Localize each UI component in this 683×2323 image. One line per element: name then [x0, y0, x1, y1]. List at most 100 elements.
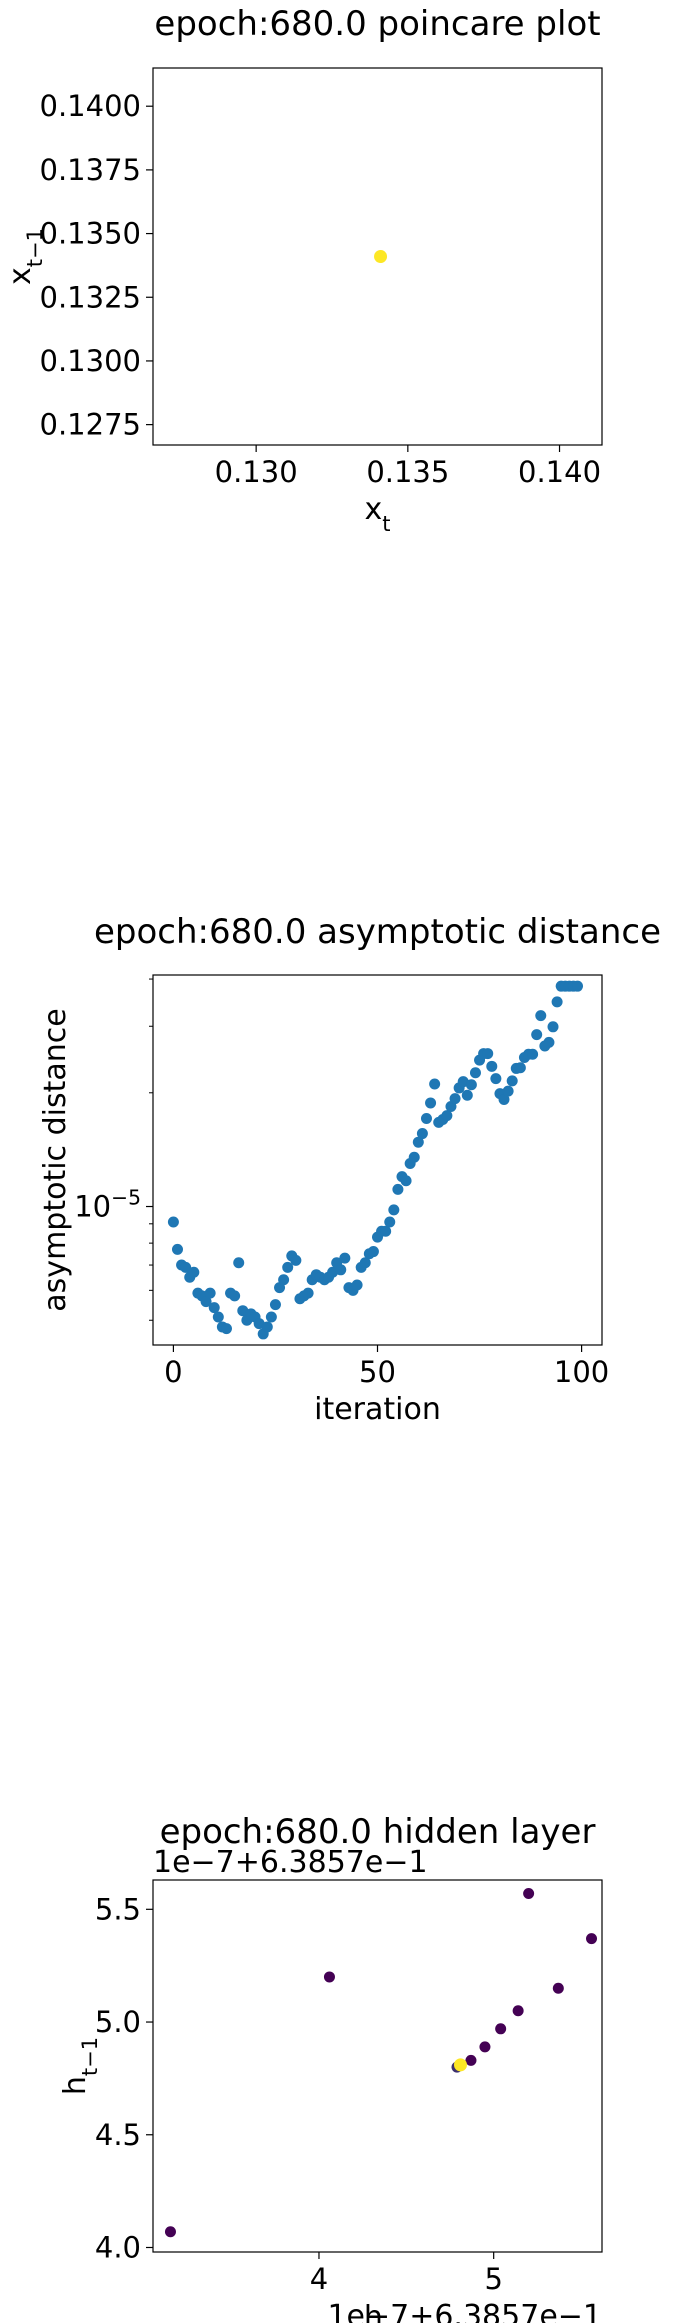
chart-1: epoch:680.0 poincare plot 0.130 0.135 0.140…: [3, 4, 603, 536]
x-axis-label: iteration: [314, 1392, 441, 1427]
data-point: [167, 1216, 179, 1228]
data-point: [265, 1311, 277, 1323]
data-point: [498, 1093, 510, 1105]
data-point: [465, 2054, 477, 2066]
data-point: [278, 1274, 290, 1286]
y-tick-label: 4.0: [95, 2230, 141, 2264]
y-tick-label: 10−5: [74, 1186, 141, 1224]
data-point: [335, 1264, 347, 1276]
data-point: [233, 1257, 245, 1269]
data-point: [204, 1287, 216, 1299]
data-point: [469, 1067, 481, 1079]
y-tick-label: 0.1300: [40, 344, 141, 378]
data-point: [412, 1136, 424, 1148]
data-point: [502, 1085, 514, 1097]
data-point: [408, 1151, 420, 1163]
y-tick-label: 0.1400: [40, 89, 141, 123]
plot-frame: [152, 1879, 603, 2253]
y-tick-label: 0.1350: [40, 217, 141, 251]
y-axis-label: xt−1: [3, 228, 47, 285]
data-point: [552, 1982, 564, 1994]
data-point: [229, 1290, 241, 1302]
y-tick-label: 5.5: [95, 1892, 141, 1926]
data-point: [479, 2041, 491, 2053]
data-point: [416, 1128, 428, 1140]
x-tick-label: 0.140: [518, 455, 601, 489]
data-point: [535, 1010, 547, 1022]
y-axis-label: ht−1: [58, 2037, 102, 2095]
x-tick-label: 5: [484, 2262, 502, 2296]
data-point: [512, 2005, 524, 2017]
data-point: [374, 250, 388, 263]
y-tick-label: 0.1275: [40, 408, 141, 442]
data-point: [551, 996, 563, 1008]
data-point: [351, 1279, 363, 1291]
plot-frame: [152, 67, 603, 446]
data-point: [261, 1321, 273, 1333]
y-axis-label: asymptotic distance: [38, 1008, 73, 1311]
data-point: [523, 1888, 535, 1900]
data-point: [586, 1933, 598, 1945]
y-tick-label: 5.0: [95, 2005, 141, 2039]
data-point: [212, 1311, 224, 1323]
data-point: [171, 1243, 183, 1255]
data-point: [302, 1287, 314, 1299]
data-point: [208, 1302, 220, 1314]
data-point: [180, 1261, 192, 1273]
data-point: [392, 1183, 404, 1195]
data-point: [188, 1266, 200, 1278]
data-point: [514, 1062, 526, 1074]
x-offset-text: 1e−7+6.3857e−1: [327, 2299, 602, 2323]
data-point: [547, 1021, 559, 1033]
data-point: [269, 1299, 281, 1311]
data-point: [367, 1246, 379, 1258]
data-point: [420, 1112, 432, 1124]
data-point: [465, 1079, 477, 1091]
x-tick-label: 4: [310, 2262, 328, 2296]
data-point: [531, 1029, 543, 1041]
data-point: [449, 1093, 461, 1105]
data-point: [384, 1216, 396, 1228]
x-tick-label: 0.130: [215, 455, 298, 489]
data-point: [441, 1110, 453, 1122]
data-point: [429, 1078, 441, 1090]
data-point: [164, 2226, 176, 2238]
x-axis-label: ht: [364, 2300, 391, 2323]
data-point: [495, 2023, 507, 2035]
data-point: [543, 1036, 555, 1048]
data-point: [200, 1296, 212, 1308]
x-tick-label: 50: [359, 1355, 396, 1389]
data-point: [380, 1225, 392, 1237]
data-point: [220, 1323, 232, 1335]
chart-2: epoch:680.0 asymptotic distance 0 50 100 10−…: [38, 912, 661, 1427]
data-point: [461, 1089, 473, 1101]
y-offset-text: 1e−7+6.3857e−1: [153, 1845, 428, 1880]
data-point: [388, 1204, 400, 1216]
data-point: [490, 1073, 502, 1085]
chart-3: epoch:680.0 hidden layer 4 5 4.0 4.5 5.0 5.5 ht…: [58, 1812, 603, 2323]
chart-title: epoch:680.0 poincare plot: [154, 4, 600, 44]
y-tick-label: 0.1375: [40, 153, 141, 187]
x-tick-label: 100: [554, 1355, 609, 1389]
data-point: [453, 2058, 467, 2072]
y-tick-label: 4.5: [95, 2118, 141, 2152]
x-tick-label: 0.135: [366, 455, 449, 489]
y-tick-label: 0.1325: [40, 280, 141, 314]
data-point: [425, 1097, 437, 1109]
data-point: [282, 1261, 294, 1273]
data-point: [482, 1048, 494, 1060]
x-axis-label: xt: [365, 492, 391, 536]
data-point: [486, 1060, 498, 1072]
data-point: [290, 1254, 302, 1266]
data-point: [527, 1048, 539, 1060]
data-point: [323, 1971, 335, 1983]
data-point: [339, 1252, 351, 1264]
x-tick-label: 0: [164, 1355, 182, 1389]
chart-title: epoch:680.0 hidden layer: [160, 1812, 596, 1852]
chart-title: epoch:680.0 asymptotic distance: [94, 912, 661, 952]
data-point: [506, 1075, 518, 1087]
data-point: [572, 980, 584, 992]
data-point: [359, 1257, 371, 1269]
data-point: [400, 1175, 412, 1187]
